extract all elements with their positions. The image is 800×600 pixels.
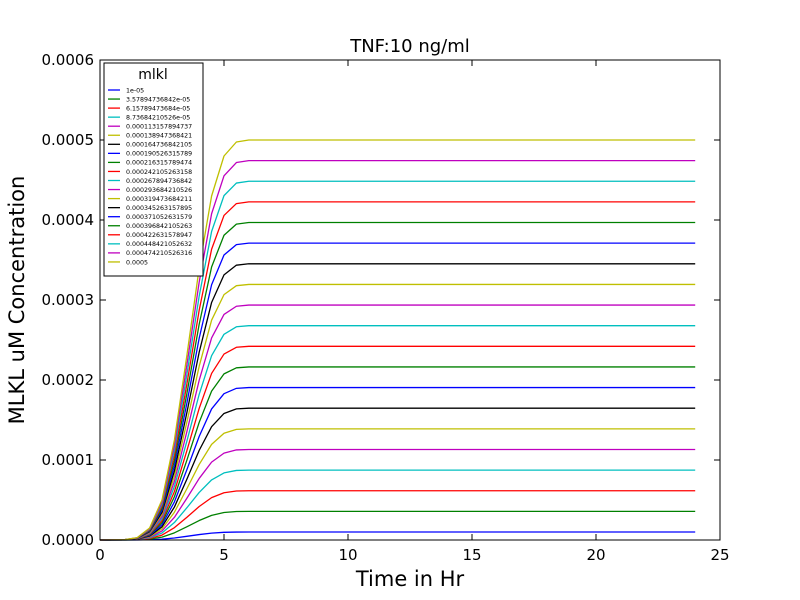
chart-title: TNF:10 ng/ml [349,36,470,57]
y-tick-label: 0.0000 [42,531,95,549]
y-tick-label: 0.0002 [42,371,95,389]
series-line-7 [99,407,696,541]
legend-label: 0.000138947368421 [126,133,192,140]
x-tick-label: 25 [710,546,729,564]
series-lines [99,139,696,541]
legend-label: 0.000319473684211 [126,196,192,203]
legend-label: 0.000113157894737 [126,124,192,131]
legend-label: 6.15789473684e-05 [126,105,190,112]
series-line-6 [99,428,696,541]
x-tick-label: 10 [338,546,357,564]
legend-entries: 1e-05 3.57894736842e-05 6.15789473684e-05 8… [108,87,192,266]
y-tick-label: 0.0006 [42,51,95,69]
legend-label: 0.000164736842105 [126,142,192,149]
y-tick-label: 0.0001 [42,451,95,469]
legend-label: 0.000242105263158 [126,169,192,176]
x-tick-label: 15 [462,546,481,564]
series-line-4 [99,469,696,541]
series-line-20 [99,139,696,541]
y-axis-label: MLKL uM Concentration [5,176,29,425]
legend-box [103,62,204,277]
legend-label: 0.000293684210526 [126,187,192,194]
legend-label: 1e-05 [126,87,144,94]
legend-label: 8.73684210526e-05 [126,114,190,121]
y-tick-label: 0.0003 [42,291,95,309]
legend-label: 0.000396842105263 [126,223,192,230]
y-axis-ticks: 0.0000 0.0001 0.0002 0.0003 0.0004 0.0005 0.00… [42,51,720,549]
legend-label: 3.57894736842e-05 [126,96,190,103]
series-line-13 [99,283,696,541]
legend-label: 0.000371052631579 [126,214,192,221]
legend-label: 0.000422631578947 [126,232,192,239]
legend-title: mlkl [138,67,168,83]
legend-label: 0.0005 [126,259,148,266]
x-axis-label: Time in Hr [355,567,465,591]
y-tick-label: 0.0004 [42,211,95,229]
legend-label: 0.000216315789474 [126,160,192,167]
legend-label: 0.000448421052632 [126,241,192,248]
x-tick-label: 20 [586,546,605,564]
series-line-1 [99,531,696,541]
x-tick-label: 0 [95,546,105,564]
legend-label: 0.000267894736842 [126,178,192,185]
y-tick-label: 0.0005 [42,131,95,149]
x-tick-label: 5 [219,546,229,564]
legend-label: 0.000190526315789 [126,151,192,158]
x-axis-ticks: 0 5 10 15 20 25 [95,60,730,564]
legend: mlkl 1e-05 3.57894736842e-05 6.15789473684… [103,62,204,277]
legend-label: 0.000345263157895 [126,205,192,212]
legend-label: 0.000474210526316 [126,250,192,257]
